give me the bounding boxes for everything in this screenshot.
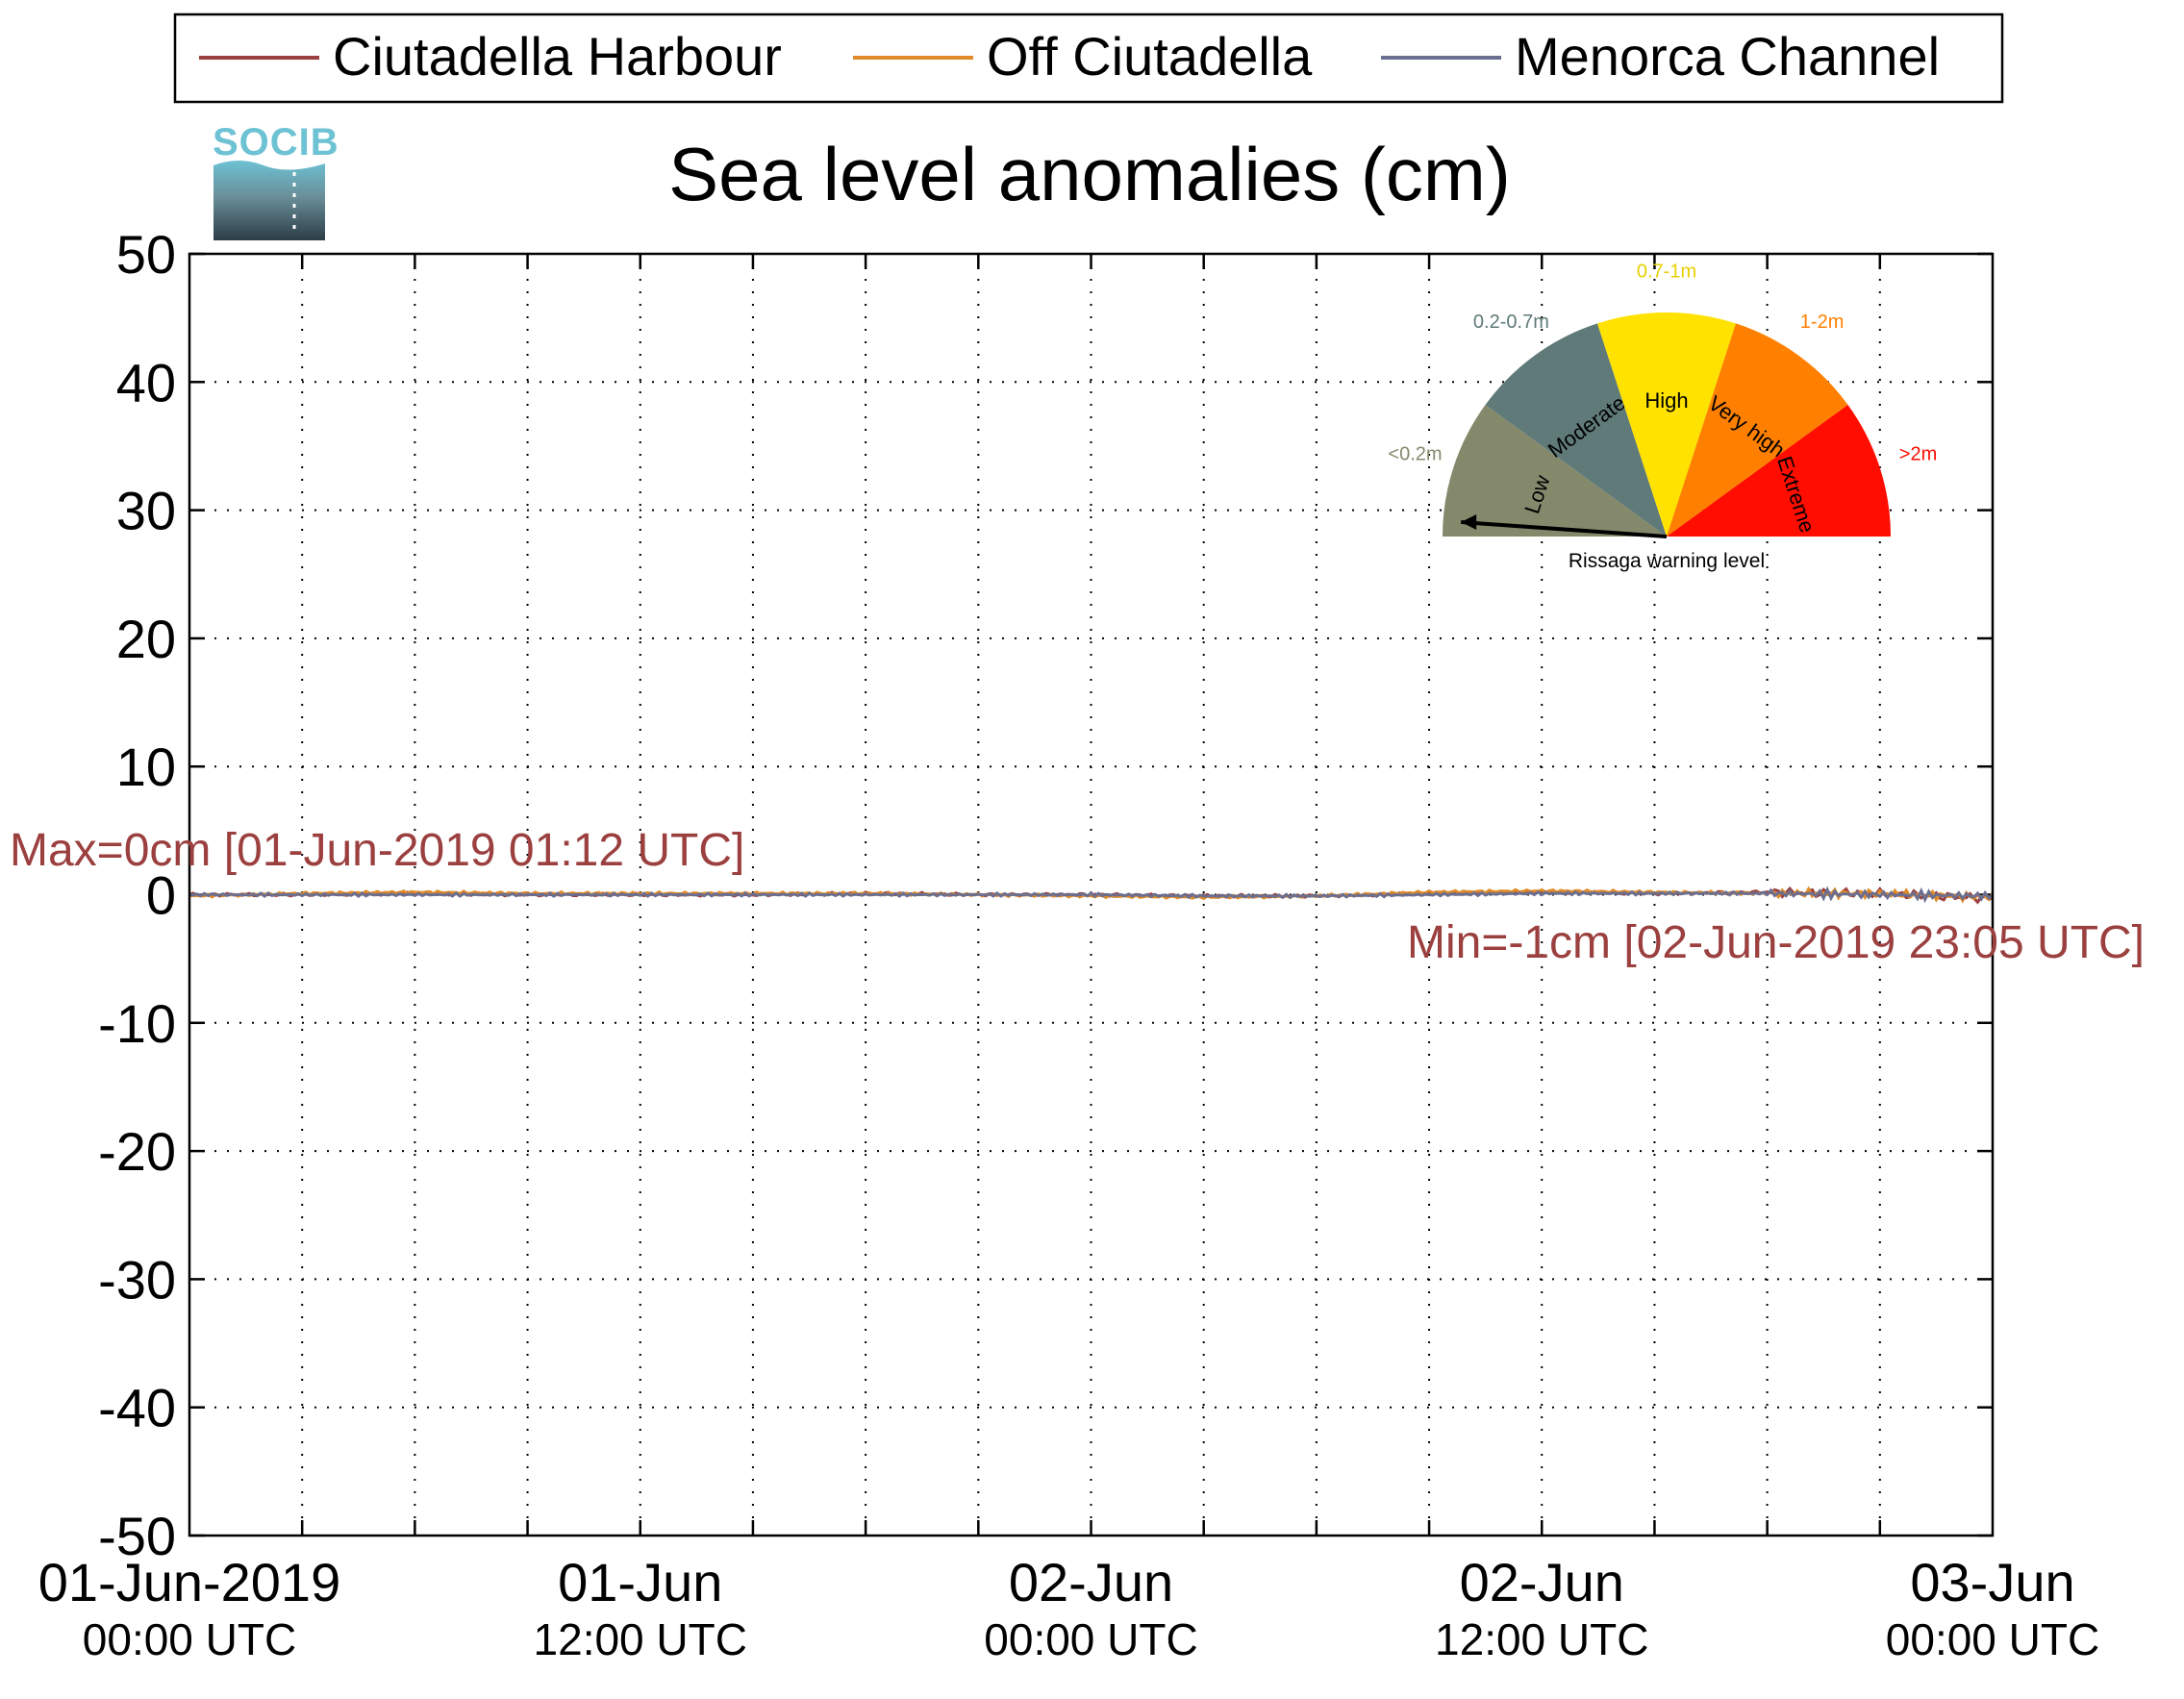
y-tick-label: 30 [116,481,176,541]
min-annotation: Min=-1cm [02-Jun-2019 23:05 UTC] [1407,917,2145,968]
x-tick-label-date: 01-Jun [558,1552,722,1612]
logo-text: SOCIB [213,121,339,163]
x-tick-label-time: 00:00 UTC [984,1614,1197,1664]
gauge-sector-label: High [1644,388,1688,412]
gauge-range-label: >2m [1899,443,1937,464]
legend-box [173,12,2004,104]
series-lines [188,886,1995,905]
series-line-menorca-channel [188,886,1994,904]
gauge-sector-moderate [1485,323,1667,537]
y-tick-label: 50 [116,224,176,285]
gauge-sector-low [1443,405,1667,537]
socib-logo: SOCIB [213,121,339,240]
x-tick-label-time: 00:00 UTC [1886,1614,2099,1664]
x-tick-label-date: 02-Jun [1460,1552,1624,1612]
y-tick-label: -40 [98,1378,176,1438]
legend-label-off-ciutadella: Off Ciutadella [987,26,1313,87]
logo-wave [213,161,325,240]
legend: Ciutadella Harbour Off Ciutadella Menorc… [173,12,2004,104]
gauge-range-label: 1-2m [1800,312,1845,333]
gauge-range-label: 0.2-0.7m [1473,312,1549,333]
gauge-needle-head [1461,514,1477,530]
gauge-sector-very-high [1667,323,1848,537]
x-tick-label-time: 12:00 UTC [1435,1614,1648,1664]
y-tick-label: -20 [98,1121,176,1182]
gauge-range-label: 0.7-1m [1637,261,1696,282]
chart-title: Sea level anomalies (cm) [668,132,1511,216]
x-tick-label-time: 00:00 UTC [83,1614,296,1664]
gauge-range-label: <0.2m [1388,443,1442,464]
plot-frame [188,252,1995,1537]
y-tick-label: -50 [98,1506,176,1566]
legend-label-menorca-channel: Menorca Channel [1515,26,1940,87]
y-tick-label: -10 [98,993,176,1054]
y-tick-label: 0 [146,865,176,926]
y-tick-label: -30 [98,1249,176,1310]
y-axis-tick-labels: -50 -40 -30 -20 -10 0 10 20 30 40 50 [98,224,176,1566]
y-tick-label: 40 [116,352,176,412]
gauge-sector-extreme [1667,405,1891,537]
gauge-needle [1461,520,1668,538]
y-tick-label: 20 [116,609,176,669]
gauge-sector-high [1597,312,1736,537]
legend-label-ciutadella-harbour: Ciutadella Harbour [333,26,782,87]
gauge-title: Rissaga warning level [1569,550,1765,572]
x-tick-label-date: 01-Jun-2019 [38,1552,340,1612]
y-tick-label: 10 [116,737,176,797]
x-tick-label-date: 02-Jun [1009,1552,1173,1612]
max-annotation: Max=0cm [01-Jun-2019 01:12 UTC] [10,825,744,876]
x-tick-label-time: 12:00 UTC [534,1614,747,1664]
x-tick-label-date: 03-Jun [1910,1552,2074,1612]
